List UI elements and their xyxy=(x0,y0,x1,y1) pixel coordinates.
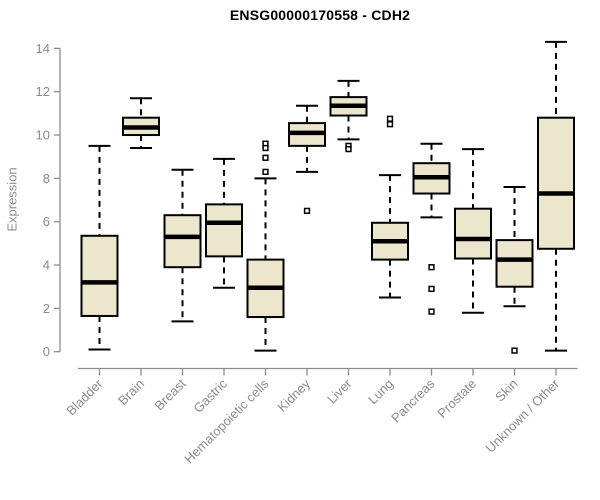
x-tick-label: Brain xyxy=(115,376,147,408)
x-tick-label: Kidney xyxy=(274,376,313,415)
outlier-point xyxy=(511,347,518,354)
outlier-point xyxy=(303,207,311,215)
x-tick-label: Prostate xyxy=(434,376,479,421)
y-tick-label: 14 xyxy=(36,41,50,56)
outlier-point xyxy=(428,285,435,293)
outlier-point xyxy=(386,121,394,128)
iqr-box xyxy=(80,234,119,317)
y-tick-label: 8 xyxy=(43,171,50,186)
x-tick-label: Lung xyxy=(365,376,396,407)
outlier-point xyxy=(262,144,269,152)
y-axis-title: Expression xyxy=(4,167,20,232)
x-tick-label: Skin xyxy=(492,376,520,404)
outlier-point xyxy=(428,308,435,315)
iqr-box xyxy=(163,214,202,269)
x-tick-label: Breast xyxy=(151,376,188,413)
outlier-point xyxy=(345,145,352,153)
iqr-box xyxy=(537,116,575,250)
x-tick-label: Gastric xyxy=(190,376,230,416)
outlier-point xyxy=(386,115,394,122)
outlier-point xyxy=(428,264,435,271)
outlier-point xyxy=(262,154,269,161)
x-tick-label: Liver xyxy=(324,376,355,407)
iqr-box xyxy=(205,203,243,258)
x-tick-label: Unknown / Other xyxy=(483,376,563,456)
x-tick-label: Bladder xyxy=(63,376,106,419)
y-tick-label: 6 xyxy=(43,214,50,229)
y-tick-label: 0 xyxy=(43,344,50,359)
y-tick-label: 10 xyxy=(36,128,50,143)
iqr-box xyxy=(454,207,492,260)
iqr-box xyxy=(495,239,534,288)
chart-title: ENSG00000170558 - CDH2 xyxy=(229,7,411,23)
y-tick-label: 4 xyxy=(43,258,50,273)
x-tick-label: Pancreas xyxy=(388,376,438,426)
y-tick-label: 12 xyxy=(36,84,50,99)
outlier-point xyxy=(262,168,269,176)
y-tick-label: 2 xyxy=(43,301,50,316)
